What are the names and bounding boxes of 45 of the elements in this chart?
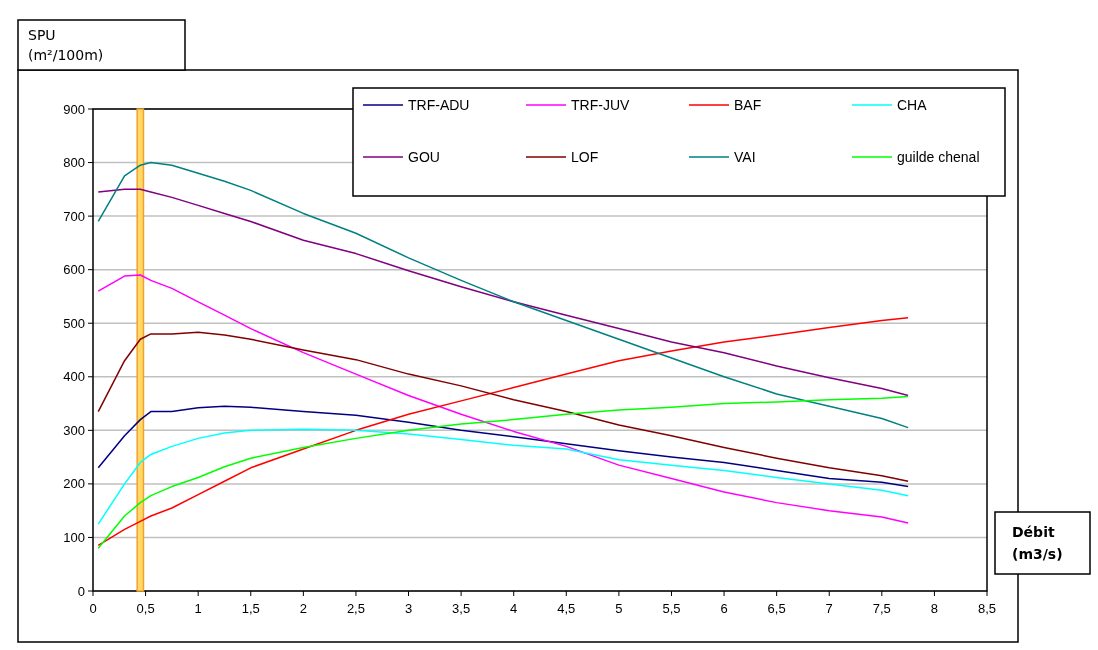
y-tick-label: 700 [63,208,85,224]
x-tick-label: 3,5 [452,601,471,616]
y-tick-label: 600 [63,262,85,278]
y-tick-label: 0 [77,583,85,599]
y-tick-label: 200 [63,476,85,492]
x-axis-title: Débit (m3/s) [1012,524,1063,562]
x-tick-label: 4,5 [557,601,576,616]
legend-label: VAI [734,148,756,165]
x-tick-label: 6 [720,601,728,616]
legend-label: CHA [897,96,928,113]
line-series [97,405,909,488]
line-series [97,395,909,549]
x-tick-label: 8 [930,601,939,616]
x-tick-label: 4 [510,601,518,616]
x-tick-label: 7 [825,601,833,616]
x-tick-label: 0 [89,601,97,616]
x-tick-label: 0,5 [136,601,155,616]
x-tick-label: 5 [615,601,623,616]
line-series [97,188,909,397]
x-tick-label: 2,5 [346,601,365,616]
x-tick-label: 8,5 [977,601,997,616]
x-tick-label: 1 [194,601,202,616]
x-tick-label: 7,5 [872,601,891,616]
legend-label: TRF-JUV [571,96,630,113]
y-tick-label: 300 [63,422,85,438]
legend-label: LOF [571,148,599,165]
y-tick-label: 400 [63,369,85,385]
line-series [97,428,909,525]
x-tick-label: 6,5 [767,601,786,616]
line-series [97,331,909,482]
y-tick-label: 900 [63,101,85,117]
y-tick-label: 500 [63,315,85,331]
x-tick-label: 2 [299,601,307,616]
x-tick-label: 1,5 [241,601,260,616]
legend-label: GOU [408,148,440,165]
legend-label: TRF-ADU [408,96,470,113]
x-tick-label: 5,5 [662,601,681,616]
line-series [97,317,909,547]
legend-label: BAF [734,96,762,113]
line-series [97,274,909,524]
legend-label: guilde chenal [897,148,980,165]
y-tick-label: 100 [63,529,85,545]
y-axis-title: SPU (m²/100m) [28,27,104,63]
y-tick-label: 800 [63,155,85,171]
x-tick-label: 3 [404,601,413,616]
